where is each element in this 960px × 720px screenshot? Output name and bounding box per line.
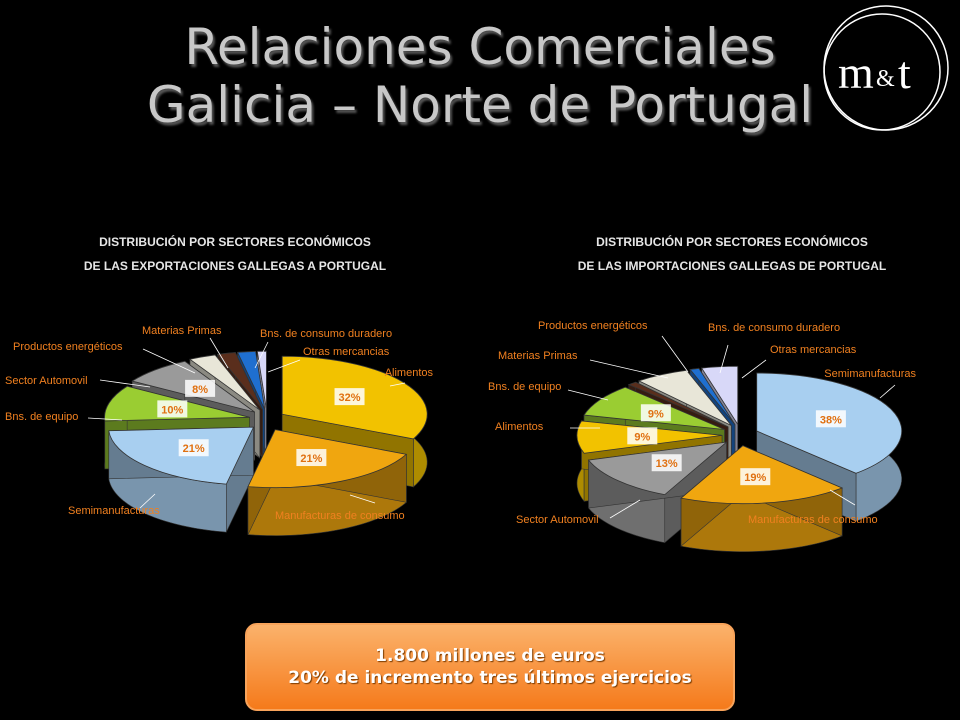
pie1-value-box-bns-de-equipo <box>640 404 671 422</box>
pie1-value-box-sector-automovil <box>651 454 682 472</box>
pie1-leader-manufacturas-de-consumo <box>829 489 856 506</box>
pie0-value-box-bns-de-equipo <box>157 400 188 418</box>
pie0-value-box-semimanufacturas <box>178 439 209 457</box>
callout-line2: 20% de incremento tres últimos ejercicio… <box>288 668 692 688</box>
pie0-slice-productos-energeticos <box>189 354 261 411</box>
import-chart-title: DISTRIBUCIÓN POR SECTORES ECONÓMICOS DE … <box>497 230 960 278</box>
callout-line1: 1.800 millones de euros <box>375 646 605 666</box>
pie0-category-label-manufacturas-de-consumo: Manufacturas de consumo <box>275 510 405 522</box>
pie0-category-label-sector-automovil: Sector Automovil <box>5 375 88 387</box>
pie1-category-label-bns-de-consumo-duradero: Bns. de consumo duradero <box>708 322 840 334</box>
pie0-value-label-bns-de-equipo: 10% <box>161 404 183 416</box>
pie0-category-label-bns-de-equipo: Bns. de equipo <box>5 411 78 423</box>
pie1-category-label-materias-primas: Materias Primas <box>498 350 578 362</box>
pie0-value-label-semimanufacturas: 21% <box>183 443 205 455</box>
pie1-value-label-semimanufacturas: 38% <box>820 414 842 426</box>
pie1-value-label-alimentos: 9% <box>634 431 650 443</box>
pie1-slice-otras-mercancias <box>700 365 739 426</box>
pie0-leader-materias-primas <box>209 337 229 369</box>
pie1-slice-materias-primas <box>627 381 729 428</box>
mt-logo: m & t <box>823 5 949 131</box>
export-chart-title-line2: DE LAS EXPORTACIONES GALLEGAS A PORTUGAL <box>83 259 387 273</box>
pie0-category-label-otras-mercancias: Otras mercancias <box>303 346 390 358</box>
pie1-value-box-manufacturas-de-consumo <box>740 468 771 486</box>
logo-m: m <box>838 47 874 98</box>
pie0-leader-productos-energeticos <box>142 348 196 374</box>
pie1-value-box-alimentos <box>627 427 658 445</box>
pie1-leader-materias-primas <box>589 359 669 379</box>
pie0-category-label-alimentos: Alimentos <box>385 367 434 379</box>
logo-t: t <box>898 47 911 98</box>
pie0-leader-otras-mercancias <box>267 359 301 373</box>
pie1-category-label-sector-automovil: Sector Automovil <box>516 514 599 526</box>
pie1-category-label-productos-energeticos: Productos energéticos <box>538 320 648 332</box>
export-chart-title: DISTRIBUCIÓN POR SECTORES ECONÓMICOS DE … <box>0 230 470 278</box>
page-title: Relaciones Comerciales Galicia – Norte d… <box>0 18 960 134</box>
pie0-leader-semimanufacturas <box>139 493 156 509</box>
pie1-leader-bns-de-consumo-duradero <box>719 344 729 374</box>
pie1-category-label-manufacturas-de-consumo: Manufacturas de consumo <box>748 514 878 526</box>
pie0-category-label-productos-energeticos: Productos energéticos <box>13 341 123 353</box>
pie1-leader-sector-automovil <box>609 499 641 519</box>
pie1-category-label-semimanufacturas: Semimanufacturas <box>824 368 916 380</box>
page-title-line1: Relaciones Comerciales <box>184 18 776 76</box>
summary-callout: 1.800 millones de euros 20% de increment… <box>245 623 735 711</box>
pie1-category-label-alimentos: Alimentos <box>495 421 544 433</box>
pie1-value-label-bns-de-equipo: 9% <box>648 408 664 420</box>
pie1-value-label-manufacturas-de-consumo: 19% <box>744 472 766 484</box>
pie1-value-box-semimanufacturas <box>815 410 846 428</box>
pie0-value-label-alimentos: 32% <box>339 392 361 404</box>
pie0-value-label-sector-automovil: 8% <box>192 384 208 396</box>
pie0-leader-alimentos <box>389 382 406 387</box>
pie1-leader-bns-de-equipo <box>567 389 609 401</box>
pie0-value-box-sector-automovil <box>185 379 216 397</box>
pie0-leader-bns-de-equipo <box>87 417 123 421</box>
pie0-value-box-manufacturas-de-consumo <box>296 449 327 467</box>
pie1-leader-semimanufacturas <box>879 384 896 399</box>
pie0-category-label-bns-de-consumo-duradero: Bns. de consumo duradero <box>260 328 392 340</box>
page-title-line2: Galicia – Norte de Portugal <box>146 76 814 134</box>
pie1-category-label-otras-mercancias: Otras mercancias <box>770 344 857 356</box>
pie0-leader-manufacturas-de-consumo <box>349 494 376 504</box>
pie0-category-label-materias-primas: Materias Primas <box>142 325 222 337</box>
pie0-value-label-manufacturas-de-consumo: 21% <box>300 453 322 465</box>
pie0-category-label-semimanufacturas: Semimanufacturas <box>68 505 160 517</box>
pie0-slice-manufacturas-de-consumo <box>247 429 408 489</box>
pie0-slice-bns-de-consumo-duradero <box>236 350 266 410</box>
pie0-slice-materias-primas <box>216 352 263 410</box>
pie0-leader-sector-automovil <box>99 379 151 388</box>
pie0-slice-otras-mercancias <box>256 350 267 410</box>
pie1-value-label-sector-automovil: 13% <box>656 458 678 470</box>
pie1-category-label-bns-de-equipo: Bns. de equipo <box>488 381 561 393</box>
logo-ampersand: & <box>876 66 895 92</box>
pie0-value-box-alimentos <box>334 388 365 406</box>
pie1-leader-otras-mercancias <box>741 359 767 379</box>
pie1-slice-bns-de-consumo-duradero <box>689 368 736 425</box>
pie0-leader-bns-de-consumo-duradero <box>254 341 269 369</box>
import-chart-title-line1: DISTRIBUCIÓN POR SECTORES ECONÓMICOS <box>596 235 868 249</box>
export-chart-title-line1: DISTRIBUCIÓN POR SECTORES ECONÓMICOS <box>99 235 371 249</box>
pie1-leader-productos-energeticos <box>661 335 689 373</box>
import-chart-title-line2: DE LAS IMPORTACIONES GALLEGAS DE PORTUGA… <box>577 259 887 273</box>
